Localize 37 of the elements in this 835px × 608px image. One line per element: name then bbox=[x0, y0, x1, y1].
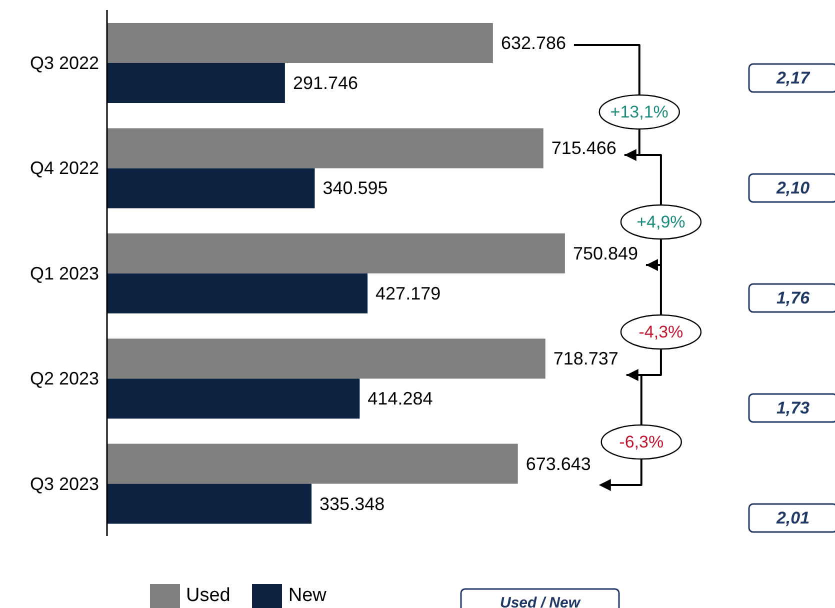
text: +4,9% bbox=[636, 212, 686, 232]
bar bbox=[107, 63, 285, 103]
data-label: 340.595 bbox=[322, 178, 388, 198]
data-label: 673.643 bbox=[526, 454, 591, 474]
bar bbox=[107, 168, 315, 208]
data-label: 291.746 bbox=[292, 73, 358, 93]
text: Used / New bbox=[500, 594, 582, 608]
data-label: 427.179 bbox=[376, 283, 441, 304]
text: 2,01 bbox=[775, 508, 810, 528]
bar bbox=[107, 338, 546, 379]
data-label: 715.466 bbox=[551, 138, 616, 158]
y-tick-label: Q4 2022 bbox=[30, 158, 99, 178]
y-tick-label: Q2 2023 bbox=[30, 368, 99, 389]
text: +13,1% bbox=[610, 102, 668, 122]
data-label: 414.284 bbox=[368, 388, 433, 409]
bar bbox=[107, 484, 312, 524]
bar bbox=[107, 444, 518, 484]
text: 2,17 bbox=[775, 68, 812, 88]
legend-label: Used bbox=[186, 585, 230, 607]
bar bbox=[107, 233, 565, 274]
data-label: 718.737 bbox=[553, 348, 618, 369]
text: 2,10 bbox=[775, 178, 810, 198]
y-tick-label: Q3 2023 bbox=[30, 474, 99, 494]
text: -6,3% bbox=[619, 432, 664, 452]
text: 1,76 bbox=[776, 288, 810, 308]
data-label: 632.786 bbox=[500, 33, 566, 53]
bar bbox=[107, 378, 360, 419]
legend-label: New bbox=[288, 585, 326, 607]
text: 1,73 bbox=[776, 398, 810, 418]
data-label: 335.348 bbox=[320, 494, 385, 514]
bar bbox=[107, 23, 493, 63]
text: -4,3% bbox=[638, 322, 684, 342]
bar bbox=[107, 128, 544, 168]
data-label: 750.849 bbox=[572, 243, 638, 264]
y-tick-label: Q3 2022 bbox=[30, 52, 99, 73]
bar bbox=[107, 273, 368, 314]
y-tick-label: Q1 2023 bbox=[30, 263, 99, 284]
